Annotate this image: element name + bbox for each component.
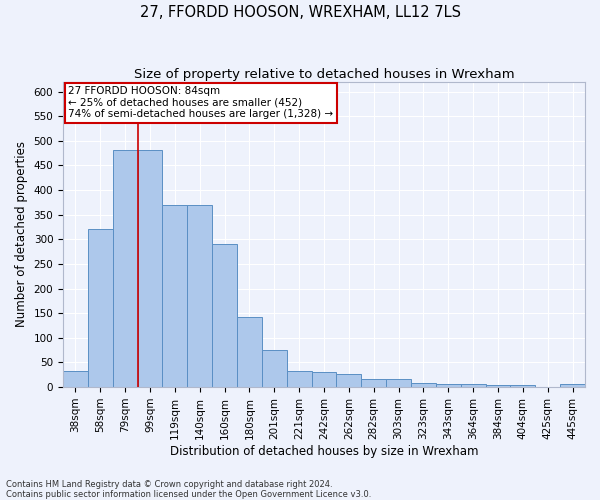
Bar — [63, 372, 88, 387]
X-axis label: Distribution of detached houses by size in Wrexham: Distribution of detached houses by size … — [170, 444, 478, 458]
Bar — [411, 382, 436, 387]
Bar — [237, 316, 262, 387]
Bar — [262, 350, 287, 387]
Bar — [137, 150, 163, 387]
Bar — [113, 150, 137, 387]
Bar — [485, 384, 511, 387]
Text: Contains HM Land Registry data © Crown copyright and database right 2024.
Contai: Contains HM Land Registry data © Crown c… — [6, 480, 371, 499]
Bar — [436, 384, 461, 387]
Bar — [560, 384, 585, 387]
Bar — [386, 379, 411, 387]
Bar — [88, 230, 113, 387]
Bar — [287, 371, 311, 387]
Title: Size of property relative to detached houses in Wrexham: Size of property relative to detached ho… — [134, 68, 514, 80]
Bar — [511, 384, 535, 387]
Y-axis label: Number of detached properties: Number of detached properties — [15, 142, 28, 328]
Bar — [461, 384, 485, 387]
Bar — [163, 205, 187, 387]
Text: 27 FFORDD HOOSON: 84sqm
← 25% of detached houses are smaller (452)
74% of semi-d: 27 FFORDD HOOSON: 84sqm ← 25% of detache… — [68, 86, 334, 120]
Bar — [212, 244, 237, 387]
Bar — [361, 379, 386, 387]
Bar — [311, 372, 337, 387]
Bar — [187, 205, 212, 387]
Bar — [337, 374, 361, 387]
Text: 27, FFORDD HOOSON, WREXHAM, LL12 7LS: 27, FFORDD HOOSON, WREXHAM, LL12 7LS — [139, 5, 461, 20]
